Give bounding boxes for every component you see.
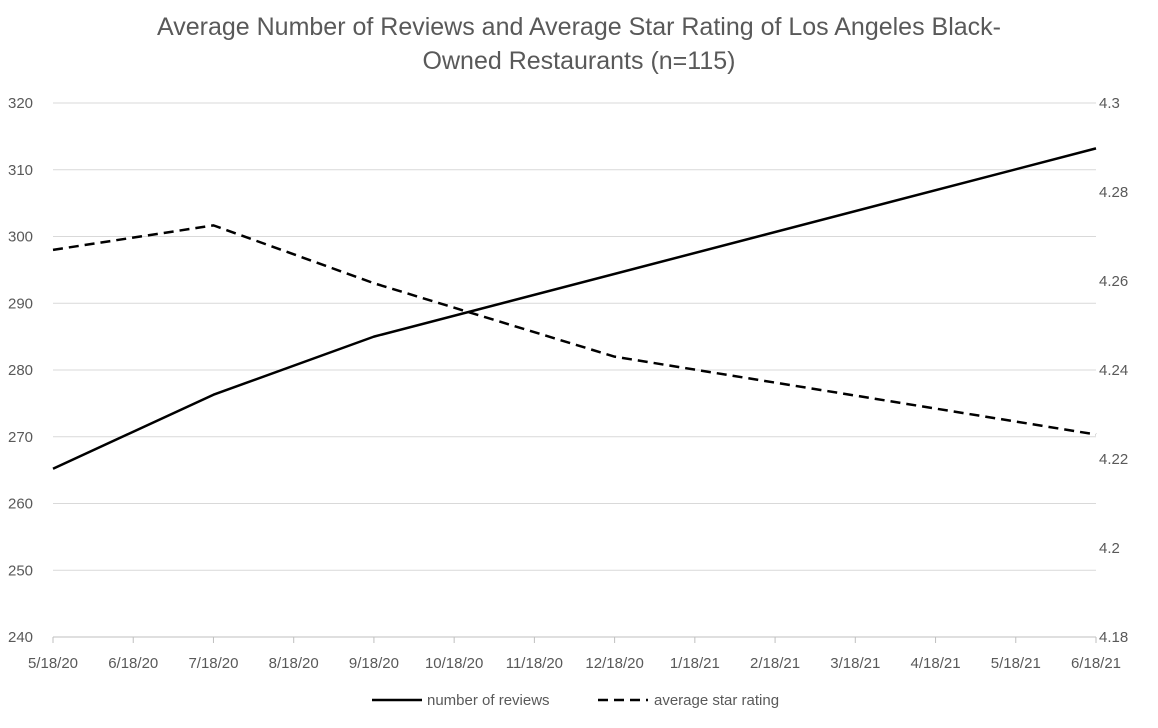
chart-title-line-2: Owned Restaurants (n=115) (422, 47, 736, 75)
chart-title-line-1: Average Number of Reviews and Average St… (157, 13, 1001, 41)
x-tick-label: 8/18/20 (269, 655, 319, 672)
y-left-tick-label: 260 (8, 496, 33, 513)
y-left-tick-label: 250 (8, 562, 33, 579)
y-left-tick-label: 310 (8, 162, 33, 179)
x-tick-label: 2/18/21 (750, 655, 800, 672)
x-tick-label: 5/18/21 (991, 655, 1041, 672)
y-left-tick-label: 320 (8, 95, 33, 112)
series-line-number-of-reviews (52, 147, 1097, 470)
y-right-tick-label: 4.28 (1099, 184, 1128, 201)
x-tick-label: 10/18/20 (425, 655, 483, 672)
y-left-tick-label: 300 (8, 229, 33, 246)
y-right-tick-label: 4.3 (1099, 95, 1120, 112)
series-line-average-star-rating (52, 224, 1097, 436)
x-tick-label: 3/18/21 (830, 655, 880, 672)
x-tick-label: 11/18/20 (506, 655, 563, 672)
x-tick-label: 5/18/20 (28, 655, 78, 672)
y-right-tick-label: 4.24 (1099, 362, 1128, 379)
x-tick-label: 1/18/21 (670, 655, 720, 672)
legend-label: average star rating (654, 692, 779, 709)
y-right-tick-label: 4.26 (1099, 273, 1128, 290)
x-tick-label: 6/18/21 (1071, 655, 1121, 672)
y-left-tick-label: 240 (8, 629, 33, 646)
x-tick-label: 4/18/21 (911, 655, 961, 672)
y-left-tick-label: 270 (8, 429, 33, 446)
x-tick-label: 6/18/20 (108, 655, 158, 672)
chart-title: Average Number of Reviews and Average St… (0, 10, 1158, 78)
y-left-tick-label: 290 (8, 295, 33, 312)
x-tick-label: 9/18/20 (349, 655, 399, 672)
y-right-tick-label: 4.2 (1099, 540, 1120, 557)
y-right-tick-label: 4.18 (1099, 629, 1128, 646)
y-left-tick-label: 280 (8, 362, 33, 379)
x-tick-label: 7/18/20 (188, 655, 238, 672)
legend-label: number of reviews (427, 692, 550, 709)
x-tick-label: 12/18/20 (585, 655, 643, 672)
y-right-tick-label: 4.22 (1099, 451, 1128, 468)
